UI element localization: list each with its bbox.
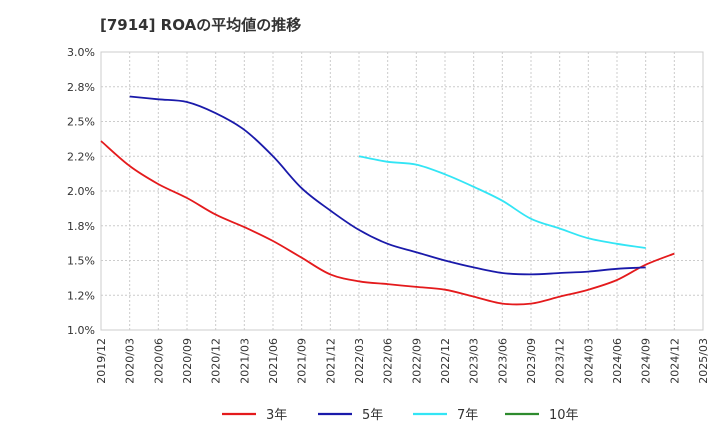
y-tick-label: 2.0% — [67, 185, 95, 198]
x-tick-label: 2021/03 — [238, 338, 251, 384]
x-tick-label: 2022/09 — [410, 338, 423, 384]
x-tick-label: 2020/09 — [181, 338, 194, 384]
x-tick-label: 2022/12 — [439, 338, 452, 384]
x-tick-label: 2023/09 — [525, 338, 538, 384]
y-tick-label: 2.2% — [67, 150, 95, 163]
series-lines — [100, 95, 675, 306]
x-tick-label: 2020/03 — [124, 338, 137, 384]
x-tick-label: 2022/03 — [353, 338, 366, 384]
plot-area — [100, 51, 704, 331]
y-tick-label: 3.0% — [67, 46, 95, 59]
x-tick-label: 2023/03 — [468, 338, 481, 384]
x-tick-label: 2019/12 — [95, 338, 108, 384]
series-line-1 — [100, 140, 675, 306]
x-tick-label: 2020/06 — [152, 338, 165, 384]
y-tick-label: 1.5% — [67, 255, 95, 268]
y-tick-label: 1.2% — [67, 289, 95, 302]
x-tick-label: 2023/12 — [554, 338, 567, 384]
series-line-2 — [129, 95, 646, 276]
y-tick-label: 1.8% — [67, 220, 95, 233]
x-tick-label: 2024/12 — [668, 338, 681, 384]
legend-label-1: 3年 — [266, 408, 287, 423]
x-tick-label: 2024/06 — [611, 338, 624, 384]
x-tick-label: 2022/06 — [382, 338, 395, 384]
axes: 1.0% 1.2% 1.5% 1.8% 2.0% 2.2% 2.5% 2.8% 3.0% 2019… — [67, 46, 710, 384]
legend: 3年 5年 7年 10年 — [222, 408, 579, 423]
x-tick-label: 2021/09 — [296, 338, 309, 384]
chart-title: [7914] ROAの平均値の推移 — [100, 16, 302, 34]
series-line-3 — [358, 155, 646, 249]
legend-label-2: 5年 — [362, 408, 383, 423]
x-tick-label: 2025/03 — [697, 338, 710, 384]
y-tick-label: 2.8% — [67, 81, 95, 94]
y-tick-label: 1.0% — [67, 324, 95, 337]
x-tick-label: 2021/12 — [324, 338, 337, 384]
x-tick-label: 2021/06 — [267, 338, 280, 384]
legend-label-3: 7年 — [457, 408, 478, 423]
x-tick-label: 2023/06 — [496, 338, 509, 384]
legend-label-4: 10年 — [549, 408, 579, 423]
x-tick-label: 2024/09 — [640, 338, 653, 384]
x-tick-label: 2020/12 — [210, 338, 223, 384]
x-tick-label: 2024/03 — [582, 338, 595, 384]
y-tick-label: 2.5% — [67, 116, 95, 129]
